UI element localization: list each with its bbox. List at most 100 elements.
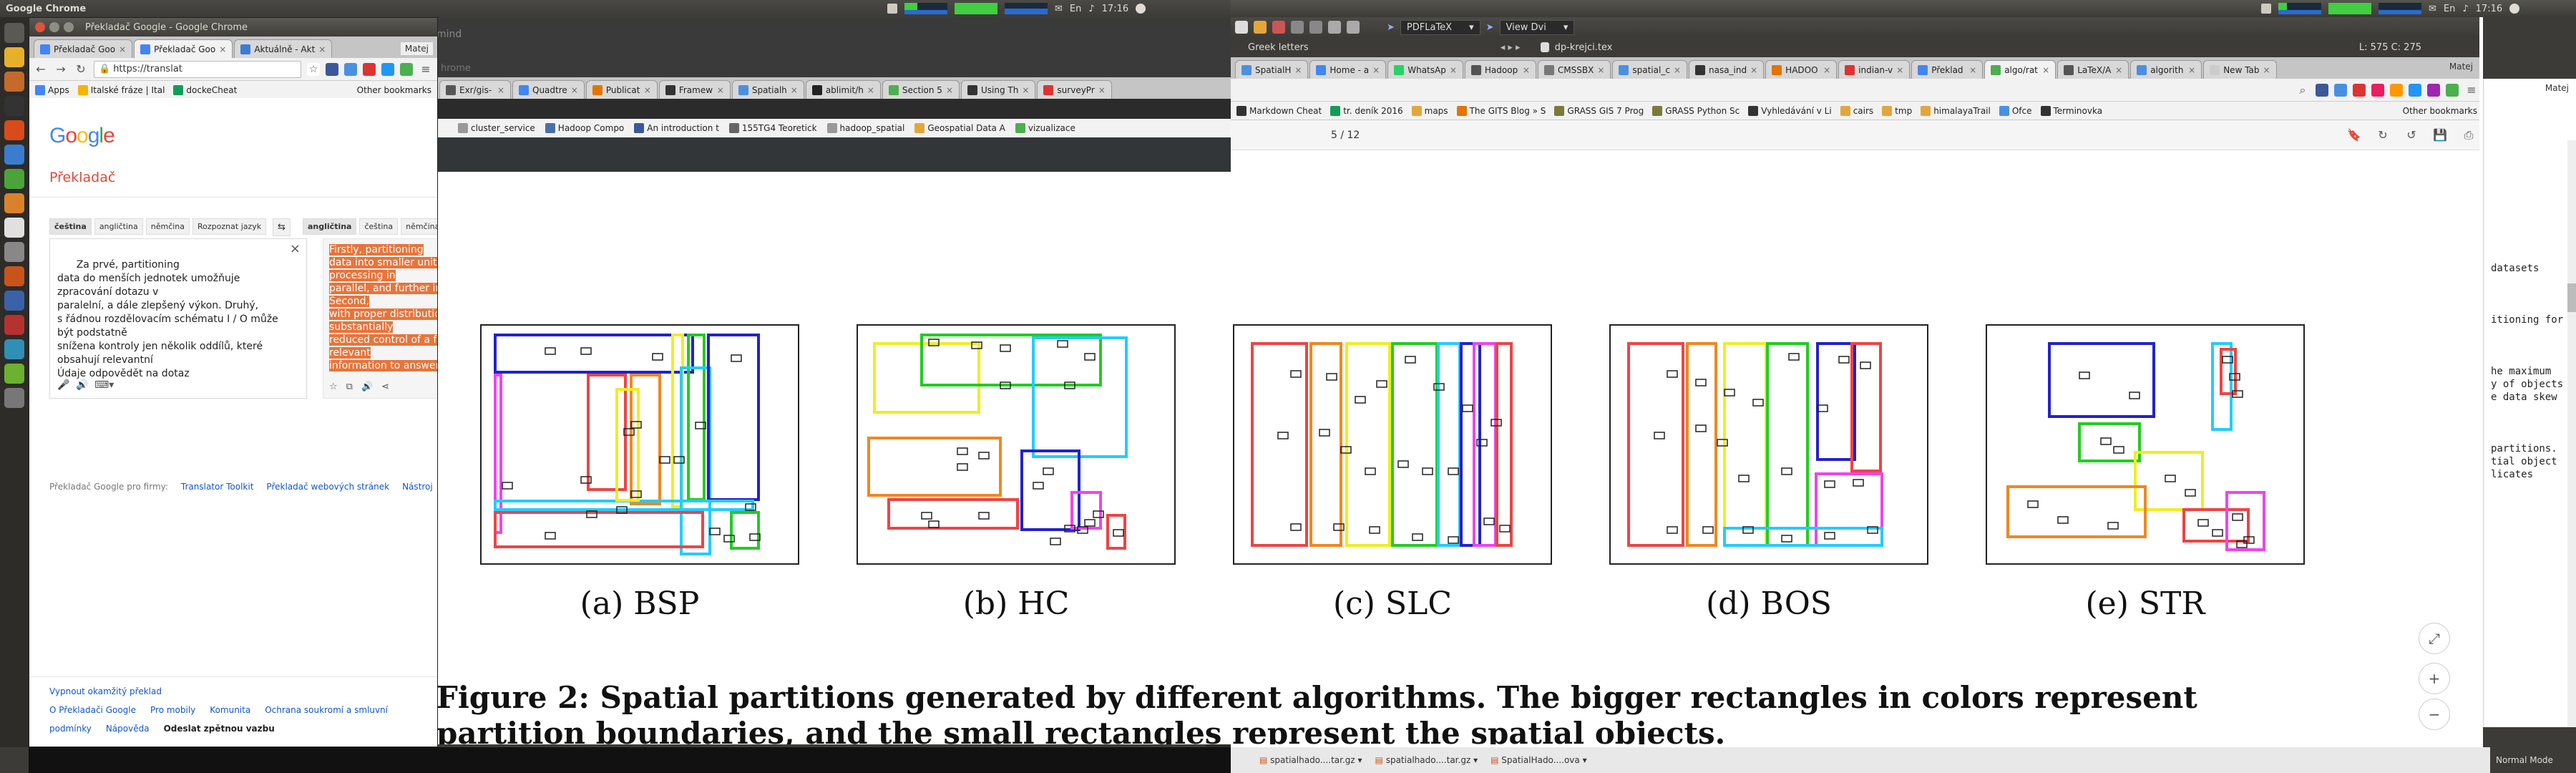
tab-close-icon[interactable]: ×: [945, 84, 954, 95]
tab-close-icon[interactable]: ×: [1294, 64, 1302, 75]
source-lang-button[interactable]: angličtina: [94, 218, 143, 235]
star-icon[interactable]: ☆: [307, 62, 320, 76]
tab[interactable]: algorith ×: [2130, 60, 2202, 79]
cut-icon[interactable]: [1328, 21, 1341, 34]
tab-close-icon[interactable]: ×: [219, 44, 227, 54]
bookmark[interactable]: The GITS Blog » S: [1456, 105, 1546, 116]
tab-close-icon[interactable]: ×: [2188, 64, 2196, 75]
source-lang-button[interactable]: čeština: [49, 218, 92, 235]
feedback-link[interactable]: Odeslat zpětnou vazbu: [163, 724, 275, 734]
extension-icon[interactable]: [2334, 83, 2347, 97]
extension-icon[interactable]: [2390, 83, 2403, 97]
undo-icon[interactable]: [1291, 21, 1304, 34]
chevron-down-icon[interactable]: ▾: [1470, 755, 1478, 765]
tab-close-icon[interactable]: ×: [1823, 64, 1831, 75]
bookmark[interactable]: An introduction t: [634, 123, 719, 133]
toolkit-link[interactable]: Translator Toolkit: [180, 482, 254, 492]
copy-icon[interactable]: ⧉: [346, 381, 353, 392]
impress-icon[interactable]: [4, 193, 24, 213]
instant-translate-toggle[interactable]: Vypnout okamžitý překlad: [49, 686, 162, 696]
firefox-icon[interactable]: [4, 120, 24, 140]
dash-icon[interactable]: [4, 23, 24, 43]
extension-icon[interactable]: [2371, 83, 2384, 97]
power-icon[interactable]: [2509, 4, 2520, 14]
tab[interactable]: ablimit/h ×: [805, 80, 881, 99]
tab-close-icon[interactable]: ×: [867, 84, 874, 95]
tab[interactable]: HADOO ×: [1765, 60, 1838, 79]
new-file-icon[interactable]: [1235, 21, 1248, 34]
tab-close-icon[interactable]: ×: [1896, 64, 1904, 75]
run-arrow-icon[interactable]: ➤: [1387, 21, 1395, 33]
tab-close-icon[interactable]: ×: [497, 84, 504, 95]
dropbox-icon[interactable]: [2261, 4, 2271, 14]
extension-icon[interactable]: [2446, 83, 2459, 97]
bookmark[interactable]: Ofce: [1999, 105, 2032, 116]
editor-scrollbar[interactable]: [2567, 140, 2576, 727]
bookmark[interactable]: Apps: [35, 84, 69, 95]
app-icon[interactable]: [4, 364, 24, 384]
translation-line[interactable]: processing in: [329, 270, 396, 281]
target-lang-button[interactable]: němčina: [401, 218, 437, 235]
address-bar[interactable]: 🔒 https://translat: [94, 60, 301, 78]
tex-editor[interactable]: datasets itioning for he maximum y of ob…: [2483, 140, 2576, 727]
tab[interactable]: algo/rat ×: [1984, 60, 2057, 79]
tab-close-icon[interactable]: ×: [2042, 64, 2050, 75]
swap-languages-button[interactable]: ⇆: [273, 218, 291, 236]
listen-icon[interactable]: 🔊: [361, 381, 374, 392]
back-icon[interactable]: ←: [36, 62, 46, 76]
tab-close-icon[interactable]: ×: [1522, 64, 1530, 75]
tab-close-icon[interactable]: ×: [643, 84, 651, 95]
footer-link[interactable]: Pro mobily: [150, 705, 196, 715]
translation-line[interactable]: reduced control of a few: [329, 334, 437, 346]
target-lang-button[interactable]: čeština: [359, 218, 399, 235]
tab-close-icon[interactable]: ×: [1597, 64, 1605, 75]
volume-icon[interactable]: ♪: [2462, 3, 2469, 14]
tab[interactable]: Překlad ×: [1911, 60, 1984, 79]
extension-icon[interactable]: [344, 62, 357, 76]
clock[interactable]: 17:16: [1101, 3, 1129, 14]
translation-line[interactable]: relevant: [329, 347, 371, 359]
translation-line[interactable]: parallel, and further impr: [329, 282, 437, 295]
zoom-out-icon[interactable]: −: [2419, 699, 2450, 730]
tab[interactable]: New Tab ×: [2203, 60, 2277, 79]
translation-line[interactable]: Second,: [329, 296, 369, 307]
tab[interactable]: Aktuálně - Akt ×: [234, 39, 333, 58]
website-translator-link[interactable]: Překladač webových stránek: [266, 482, 390, 492]
rotate-icon[interactable]: ↻: [2378, 128, 2388, 142]
reload-icon[interactable]: ↻: [76, 62, 86, 76]
bookmark[interactable]: Vyhledávání v Li: [1748, 105, 1832, 116]
tab-close-icon[interactable]: ×: [570, 84, 578, 95]
texmaker-launcher-icon[interactable]: [4, 291, 24, 311]
tab[interactable]: Exr/gis- ×: [439, 80, 511, 99]
trash-icon[interactable]: [4, 388, 24, 408]
chevron-down-icon[interactable]: ▾: [1579, 755, 1587, 765]
tab[interactable]: Home - a ×: [1309, 60, 1387, 79]
zoom-in-icon[interactable]: +: [2419, 663, 2450, 694]
tab-close-icon[interactable]: ×: [2115, 64, 2123, 75]
share-icon[interactable]: ⋖: [381, 381, 390, 392]
bookmark-icon[interactable]: 🔖: [2347, 128, 2361, 142]
other-bookmarks[interactable]: Other bookmarks: [356, 84, 431, 95]
volume-icon[interactable]: ♪: [1088, 3, 1095, 14]
tab[interactable]: spatial_c ×: [1612, 60, 1687, 79]
chrome-launcher-icon[interactable]: [4, 47, 24, 67]
keyboard-icon[interactable]: ⌨▾: [94, 379, 114, 391]
writer-icon[interactable]: [4, 145, 24, 165]
viewer-select[interactable]: View Dvi ▾: [1499, 19, 1575, 35]
listen-icon[interactable]: 🔊: [76, 379, 89, 391]
extension-icon[interactable]: [400, 62, 413, 76]
tab-close-icon[interactable]: ×: [119, 44, 127, 54]
clock[interactable]: 17:16: [2475, 3, 2503, 14]
tab[interactable]: Using Th ×: [961, 80, 1036, 99]
tab-close-icon[interactable]: ×: [1969, 64, 1977, 75]
bookmark[interactable]: dockeCheat: [173, 84, 237, 95]
keyboard-indicator[interactable]: En: [2443, 3, 2456, 14]
dropbox-icon[interactable]: [887, 4, 897, 14]
tab[interactable]: LaTeX/A ×: [2057, 60, 2129, 79]
star-icon[interactable]: ☆: [329, 381, 338, 392]
tab[interactable]: Hadoop ×: [1464, 60, 1536, 79]
tab-close-icon[interactable]: ×: [1750, 64, 1758, 75]
calc-icon[interactable]: [4, 169, 24, 189]
terminal-icon[interactable]: [4, 96, 24, 116]
bookmark[interactable]: tmp: [1882, 105, 1912, 116]
